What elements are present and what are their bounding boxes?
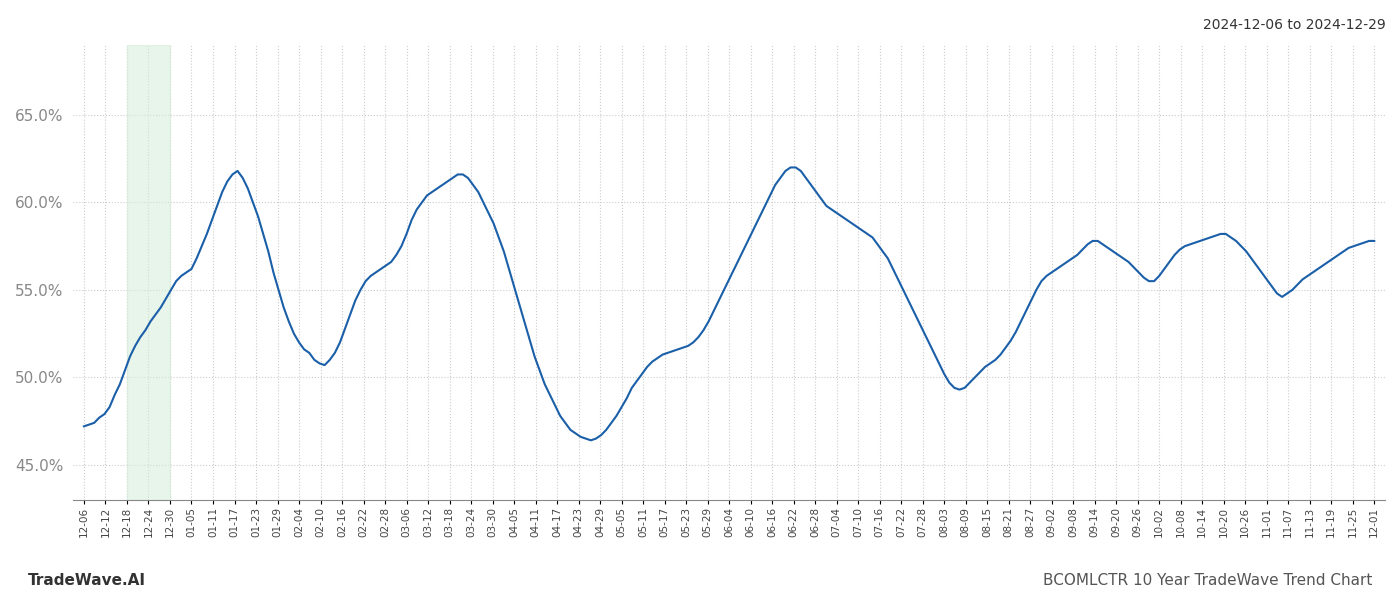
Text: 2024-12-06 to 2024-12-29: 2024-12-06 to 2024-12-29 xyxy=(1203,18,1386,32)
Text: TradeWave.AI: TradeWave.AI xyxy=(28,573,146,588)
Bar xyxy=(127,45,169,500)
Text: BCOMLCTR 10 Year TradeWave Trend Chart: BCOMLCTR 10 Year TradeWave Trend Chart xyxy=(1043,573,1372,588)
